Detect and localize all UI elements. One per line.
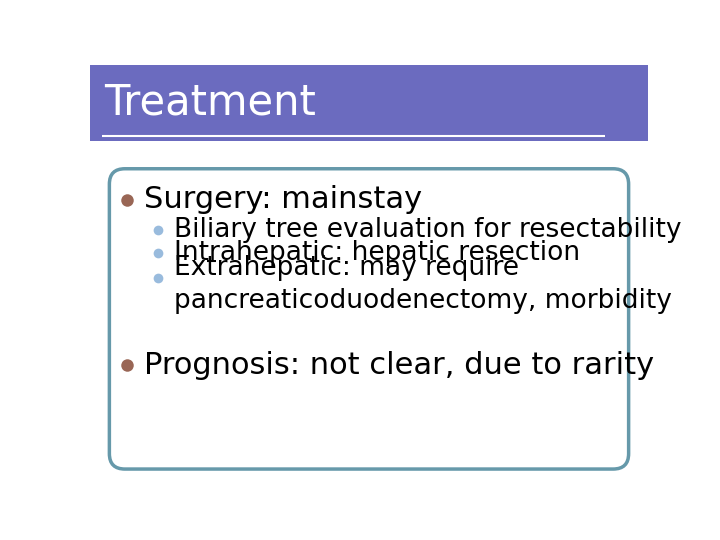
Text: Prognosis: not clear, due to rarity: Prognosis: not clear, due to rarity: [144, 350, 654, 380]
Text: Treatment: Treatment: [104, 82, 316, 124]
Bar: [90, 65, 648, 141]
Text: Intrahepatic: hepatic resection: Intrahepatic: hepatic resection: [174, 240, 580, 266]
Text: Biliary tree evaluation for resectability: Biliary tree evaluation for resectabilit…: [174, 217, 681, 244]
Text: Extrahepatic: may require
pancreaticoduodenectomy, morbidity: Extrahepatic: may require pancreaticoduo…: [174, 255, 672, 314]
Text: Surgery: mainstay: Surgery: mainstay: [144, 185, 423, 214]
FancyBboxPatch shape: [109, 168, 629, 469]
